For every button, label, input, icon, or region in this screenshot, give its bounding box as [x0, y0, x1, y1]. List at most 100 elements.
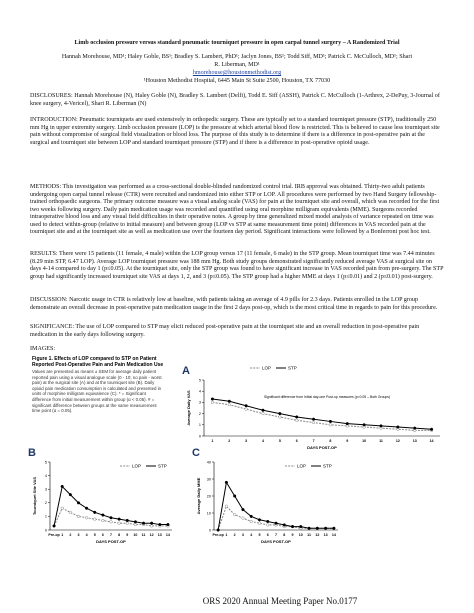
y-tick-label: 30 [207, 477, 211, 481]
x-tick-label: 4 [250, 533, 252, 537]
x-axis-title: DAYS POST-OP [307, 445, 337, 450]
x-axis-title: DAYS POST-OP [261, 539, 291, 544]
data-point [257, 518, 262, 522]
x-tick-label: 2 [69, 533, 71, 537]
data-point [290, 525, 295, 529]
x-tick-label: 2 [234, 533, 236, 537]
data-point [158, 523, 162, 527]
x-tick-label: 14 [166, 533, 170, 537]
y-tick-label: 10 [207, 511, 211, 515]
data-point [101, 513, 105, 517]
y-tick-label: 0 [209, 528, 211, 532]
y-tick-label: 40 [207, 460, 211, 464]
data-point [150, 521, 154, 525]
data-point [109, 520, 113, 524]
title: Limb occlusion pressure versus standard … [74, 40, 400, 46]
x-tick-label: Pre-op [48, 533, 60, 537]
data-point [109, 516, 113, 520]
y-tick-label: 3 [45, 488, 47, 492]
significance: SIGNIFICANCE: The use of LOP compared to… [30, 324, 420, 338]
data-point [224, 480, 228, 484]
x-tick-label: 4 [262, 439, 264, 443]
footer: ORS 2020 Annual Meeting Paper No.0177 [202, 596, 358, 606]
email[interactable]: hmorehouse@houstonmethodist.org [192, 70, 282, 76]
data-point [312, 417, 316, 421]
x-tick-label: 13 [158, 533, 162, 537]
x-tick-label: 7 [313, 439, 315, 443]
figure-title: Figure 1. Effects of LOP compared to STP… [32, 356, 164, 368]
y-tick-label: 1 [199, 423, 201, 427]
data-point [125, 521, 129, 525]
x-tick-label: 3 [77, 533, 79, 537]
x-tick-label: 4 [86, 533, 88, 537]
data-point [68, 493, 72, 497]
data-point [76, 514, 81, 518]
data-point [224, 504, 228, 508]
data-point [315, 526, 319, 530]
annotation: Significant difference from Initial day-… [264, 395, 390, 399]
data-point [60, 506, 64, 510]
x-tick-label: 8 [329, 439, 331, 443]
x-tick-label: 12 [315, 533, 319, 537]
data-point [244, 404, 248, 408]
y-tick-label: 2 [45, 501, 47, 505]
x-tick-label: 10 [362, 439, 366, 443]
x-tick-label: 11 [142, 533, 146, 537]
data-point [210, 400, 214, 404]
data-point [266, 519, 270, 524]
x-tick-label: 1 [225, 533, 227, 537]
data-point [227, 399, 231, 403]
panel-label: C [192, 447, 200, 459]
data-point [266, 523, 270, 527]
data-point [345, 422, 349, 426]
data-point [125, 518, 129, 523]
x-tick-label: 7 [110, 533, 112, 537]
x-tick-label: 5 [258, 533, 260, 537]
x-tick-label: 10 [299, 533, 303, 537]
x-tick-label: 3 [242, 533, 244, 537]
data-point [249, 514, 253, 518]
x-tick-label: 6 [267, 533, 269, 537]
x-tick-label: 6 [296, 439, 298, 443]
legend-label: LOP [132, 464, 141, 469]
y-tick-label: 5 [199, 378, 201, 382]
data-point [307, 526, 311, 530]
data-point [117, 517, 121, 521]
data-point [295, 415, 299, 419]
y-axis-title: Tourniquet Site VAS [32, 477, 37, 515]
data-point [332, 526, 336, 530]
data-point [257, 521, 262, 525]
data-point [328, 419, 332, 423]
x-tick-label: 1 [61, 533, 63, 537]
data-point [85, 516, 89, 520]
y-tick-label: 4 [45, 474, 47, 478]
data-point [52, 524, 56, 528]
data-point [210, 397, 214, 401]
data-point [379, 424, 383, 428]
data-point [241, 516, 245, 520]
data-point [299, 525, 303, 529]
x-tick-label: 11 [379, 439, 383, 443]
legend-label: STP [288, 366, 297, 371]
data-point [85, 506, 89, 510]
data-point [241, 508, 245, 512]
data-point [141, 521, 146, 525]
y-tick-label: 4 [199, 390, 201, 394]
discussion: DISCUSSION: Narcotic usage in CTR is rel… [30, 297, 438, 311]
panel-label: B [28, 447, 36, 459]
x-tick-label: 12 [396, 439, 400, 443]
x-axis-title: DAYS POST-OP [96, 539, 126, 544]
introduction: INTRODUCTION: Pneumatic tourniquets are … [30, 117, 440, 146]
series-line [212, 398, 432, 430]
data-point [295, 418, 299, 422]
disclosures: DISCLOSURES: Hannah Morehouse (N), Haley… [30, 93, 440, 107]
y-axis-title: Average Daily MME [196, 477, 201, 514]
affiliation: ¹Houston Methodist Hospital, 6445 Main S… [143, 78, 331, 84]
data-point [117, 521, 121, 525]
data-point [249, 519, 253, 524]
x-tick-label: Pre-op [212, 533, 224, 537]
legend-label: STP [158, 464, 167, 469]
data-point [430, 427, 434, 431]
